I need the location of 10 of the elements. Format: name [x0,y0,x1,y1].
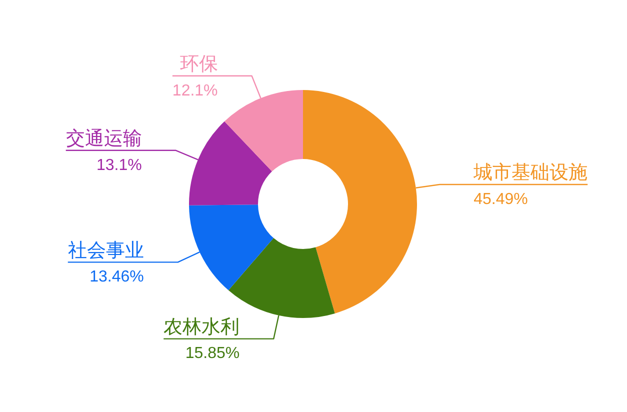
slice-label: 环保 [180,54,218,76]
data-label: 13.46% [90,268,144,286]
slice-label: 社会事业 [68,240,144,262]
slice-label: 农林水利 [164,317,240,338]
data-label: 13.1% [96,156,142,174]
data-label: 15.85% [185,345,240,362]
slice-label: 交通运输 [66,128,142,150]
data-label: 12.1% [172,82,218,100]
data-label: 45.49% [474,190,528,208]
slice-label: 城市基础设施 [472,162,588,184]
